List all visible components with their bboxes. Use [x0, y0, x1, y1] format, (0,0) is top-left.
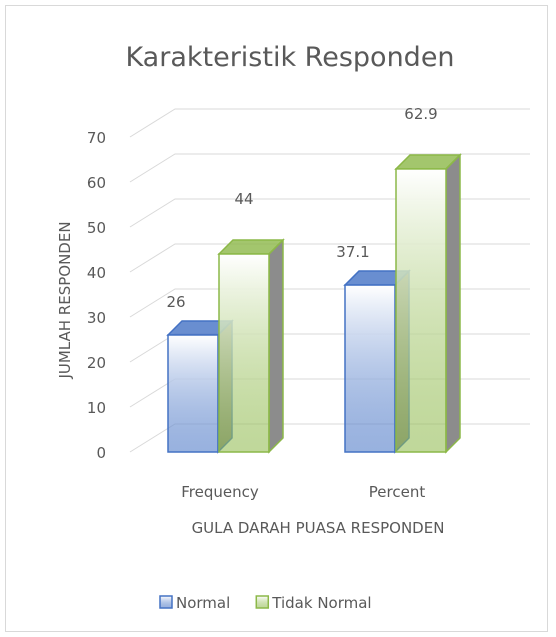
y-tick-label: 70: [87, 129, 106, 147]
bar: [344, 284, 396, 453]
grid-line: [129, 108, 530, 138]
y-axis-title: JUMLAH RESPONDEN: [56, 221, 74, 379]
bar-side: [268, 238, 284, 454]
legend-swatch: [255, 595, 270, 609]
bar-side: [445, 153, 461, 454]
data-label: 62.9: [404, 105, 437, 123]
y-tick-label: 20: [87, 354, 106, 372]
y-tick-label: 0: [96, 444, 106, 462]
bar: [218, 253, 270, 453]
y-tick-label: 60: [87, 174, 106, 192]
data-label: 37.1: [336, 243, 369, 261]
y-tick-label: 40: [87, 264, 106, 282]
x-tick-label: Frequency: [181, 483, 259, 501]
y-tick-label: 30: [87, 309, 106, 327]
legend-label: Tidak Normal: [271, 594, 371, 612]
data-label: 44: [234, 190, 253, 208]
y-tick-label: 50: [87, 219, 106, 237]
legend-swatch: [159, 595, 173, 609]
y-tick-label: 10: [87, 399, 106, 417]
bar: [167, 334, 219, 453]
bar: [395, 168, 447, 453]
data-label: 26: [166, 293, 185, 311]
chart-title: Karakteristik Responden: [125, 42, 454, 73]
grid-line: [129, 153, 530, 183]
legend-label: Normal: [176, 594, 230, 612]
x-tick-label: Percent: [369, 483, 426, 501]
x-axis-title: GULA DARAH PUASA RESPONDEN: [192, 519, 445, 537]
